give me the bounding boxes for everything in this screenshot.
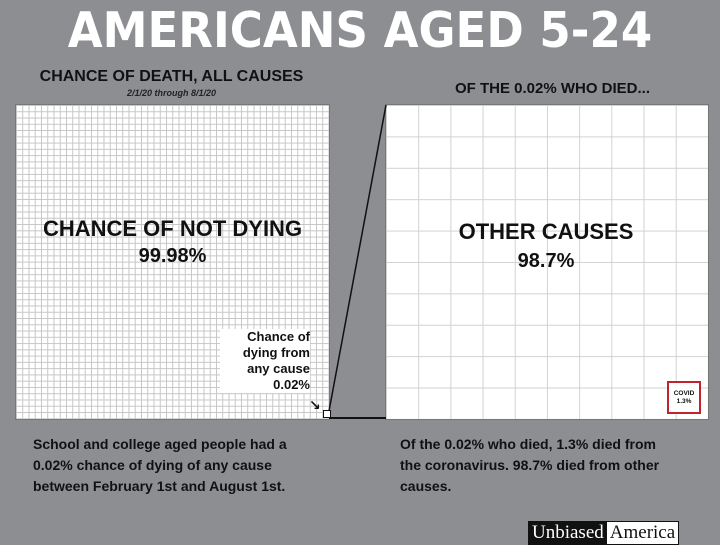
zoom-connector-line	[328, 104, 387, 412]
other-causes-label: OTHER CAUSES	[458, 219, 634, 244]
dying-share-square	[323, 410, 331, 418]
right-description: Of the 0.02% who died, 1.3% died from th…	[400, 434, 715, 497]
left-chart-heading: CHANCE OF DEATH, ALL CAUSES	[39, 68, 304, 85]
description-line: the coronavirus. 98.7% died from other	[400, 457, 660, 473]
dying-callout-line: Chance of	[247, 329, 310, 344]
left-description: School and college aged people had a 0.0…	[33, 434, 363, 497]
zoom-baseline	[329, 417, 386, 419]
description-line: School and college aged people had a	[33, 436, 287, 452]
dying-callout-line: dying from	[242, 345, 310, 360]
other-causes-value: 98.7%	[517, 250, 575, 272]
description-line: 0.02% chance of dying of any cause	[33, 457, 272, 473]
covid-label: COVID	[673, 390, 695, 397]
page-title: AMERICANS AGED 5-24	[67, 2, 653, 59]
not-dying-value: 99.98%	[138, 245, 207, 267]
all-causes-grid-panel	[15, 104, 330, 420]
description-line: Of the 0.02% who died, 1.3% died from	[400, 436, 656, 452]
arrow-down-right-icon: ↘	[309, 397, 321, 413]
description-line: between February 1st and August 1st.	[33, 478, 286, 494]
left-chart-date-range: 2/1/20 through 8/1/20	[126, 88, 217, 98]
deaths-breakdown-grid-panel	[385, 104, 709, 420]
brand-part-two: America	[606, 522, 679, 544]
not-dying-label: CHANCE OF NOT DYING	[42, 216, 303, 241]
brand-part-one: Unbiased	[529, 522, 607, 544]
dying-callout-value: 0.02%	[273, 377, 310, 392]
brand-logo: Unbiased America	[528, 521, 680, 545]
right-chart-heading: OF THE 0.02% WHO DIED...	[454, 80, 651, 97]
dying-callout: Chance of dying from any cause 0.02%	[220, 329, 310, 393]
covid-value: 1.3%	[676, 398, 692, 405]
dying-callout-line: any cause	[247, 361, 310, 376]
covid-share-box: COVID 1.3%	[667, 381, 701, 414]
description-line: causes.	[400, 478, 452, 494]
